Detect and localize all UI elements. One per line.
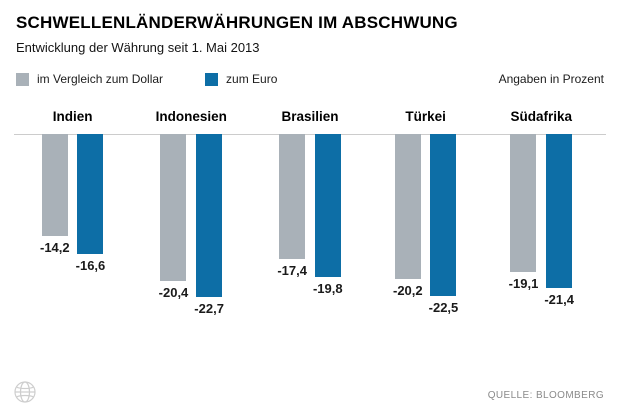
bar-groups: Indien -14,2 -16,6 Indonesien -20,4 -22,7 Bras…: [0, 98, 620, 317]
page-subtitle: Entwicklung der Währung seit 1. Mai 2013: [16, 40, 260, 55]
dollar-column: -14,2: [40, 134, 70, 255]
legend-label-euro: zum Euro: [226, 72, 278, 86]
legend-label-dollar: im Vergleich zum Dollar: [37, 72, 164, 86]
euro-swatch-icon: [205, 72, 219, 86]
dollar-column: -20,4: [158, 134, 189, 300]
bar-chart: Indien -14,2 -16,6 Indonesien -20,4 -22,7 Bras…: [0, 98, 620, 356]
bar-group: Indonesien -20,4 -22,7: [155, 98, 227, 317]
dollar-column: -20,2: [393, 134, 423, 298]
value-label: -21,4: [544, 292, 574, 308]
bar-pair: -14,2 -16,6: [40, 134, 105, 273]
bar-pair: -19,1 -21,4: [509, 134, 574, 307]
bar-euro: [546, 134, 573, 289]
euro-column: -22,7: [194, 134, 224, 316]
source-credit: QUELLE: BLOOMBERG: [487, 390, 604, 401]
country-label: Indien: [52, 108, 93, 124]
legend-item-euro: zum Euro: [205, 72, 277, 86]
bar-dollar: [279, 134, 306, 260]
value-label: -17,4: [277, 263, 307, 279]
dollar-column: -17,4: [277, 134, 307, 278]
dollar-swatch-icon: [16, 72, 29, 86]
legend-item-dollar: im Vergleich zum Dollar: [16, 72, 163, 86]
country-label: Südafrika: [510, 108, 573, 124]
bar-pair: -20,2 -22,5: [393, 134, 458, 315]
legend-row: im Vergleich zum Dollar zum Euro Angaben…: [0, 55, 620, 86]
euro-column: -22,5: [428, 134, 459, 315]
bar-euro: [430, 134, 457, 296]
bar-euro: [77, 134, 104, 254]
bar-pair: -20,4 -22,7: [159, 134, 224, 316]
value-label: -20,4: [158, 284, 189, 300]
bar-dollar: [160, 134, 187, 281]
bar-group: Indien -14,2 -16,6: [40, 98, 105, 316]
dollar-column: -19,1: [508, 134, 539, 291]
value-label: -19,8: [312, 280, 343, 296]
zero-baseline: [14, 134, 606, 135]
value-label: -16,6: [75, 257, 106, 273]
bar-euro: [196, 134, 223, 298]
value-label: -20,2: [393, 283, 423, 299]
globe-watermark-icon: [14, 381, 36, 403]
value-label: -22,7: [194, 301, 224, 317]
bar-group: Südafrika -19,1 -21,4: [509, 98, 574, 316]
euro-column: -19,8: [313, 134, 343, 296]
unit-note: Angaben in Prozent: [498, 72, 604, 86]
bar-group: Brasilien -17,4 -19,8: [277, 98, 342, 316]
value-label: -14,2: [40, 240, 70, 256]
bar-pair: -17,4 -19,8: [277, 134, 343, 296]
bar-group: Türkei -20,2 -22,5: [393, 98, 458, 316]
value-label: -22,5: [428, 300, 459, 315]
value-label: -19,1: [508, 275, 539, 291]
country-label: Türkei: [405, 108, 446, 124]
bar-euro: [314, 134, 341, 277]
country-label: Brasilien: [281, 108, 339, 124]
bar-dollar: [510, 134, 537, 272]
euro-column: -16,6: [75, 134, 106, 273]
euro-column: -21,4: [544, 134, 574, 307]
page-title: SCHWELLENLÄNDERWÄHRUNGEN IM ABSCHWUNG: [16, 13, 458, 32]
bar-dollar: [41, 134, 68, 237]
country-label: Indonesien: [155, 108, 227, 124]
bar-dollar: [394, 134, 421, 280]
